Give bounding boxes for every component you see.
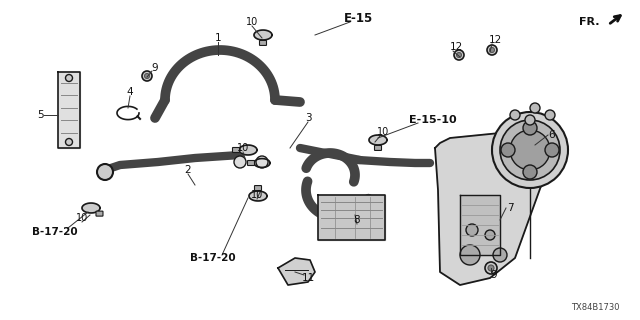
Text: 12: 12 [488,35,502,45]
Text: 2: 2 [185,165,191,175]
Text: 3: 3 [305,113,311,123]
Circle shape [500,120,560,180]
Circle shape [65,75,72,82]
Text: 9: 9 [152,63,158,73]
Circle shape [142,71,152,81]
Polygon shape [82,203,100,213]
FancyBboxPatch shape [259,40,266,45]
Text: 10: 10 [251,190,263,200]
Polygon shape [278,258,315,285]
Text: FR.: FR. [579,17,600,27]
Text: 11: 11 [301,273,315,283]
Circle shape [460,245,480,265]
Text: 6: 6 [548,130,556,140]
Text: B-17-20: B-17-20 [190,253,236,263]
Text: 12: 12 [449,42,463,52]
Circle shape [454,50,464,60]
Circle shape [488,265,494,271]
Text: 9: 9 [491,270,497,280]
Circle shape [466,224,478,236]
Circle shape [492,112,568,188]
Circle shape [525,115,535,125]
Circle shape [493,248,507,262]
Circle shape [65,139,72,146]
Circle shape [545,110,555,120]
Polygon shape [254,30,272,40]
Circle shape [485,230,495,240]
Text: TX84B1730: TX84B1730 [571,303,620,313]
Polygon shape [254,159,270,167]
Polygon shape [318,195,385,240]
Text: 10: 10 [237,143,249,153]
Text: 10: 10 [377,127,389,137]
Text: 10: 10 [76,213,88,223]
Circle shape [510,130,550,170]
Text: E-15: E-15 [344,12,372,25]
Circle shape [545,143,559,157]
Circle shape [523,121,537,135]
Polygon shape [239,145,257,155]
Circle shape [501,143,515,157]
Circle shape [487,45,497,55]
Text: 7: 7 [507,203,513,213]
Circle shape [456,52,461,58]
Circle shape [234,156,246,168]
Text: 8: 8 [354,215,360,225]
Circle shape [97,164,113,180]
Circle shape [256,156,268,168]
FancyBboxPatch shape [374,146,381,150]
Circle shape [510,110,520,120]
Text: 10: 10 [246,17,258,27]
Text: B-17-20: B-17-20 [32,227,78,237]
FancyBboxPatch shape [96,211,103,216]
Circle shape [490,47,495,52]
Polygon shape [460,195,500,255]
Polygon shape [435,132,550,285]
Text: 1: 1 [214,33,221,43]
Circle shape [530,103,540,113]
Polygon shape [58,72,80,148]
Polygon shape [369,135,387,145]
Text: E-15-10: E-15-10 [409,115,457,125]
FancyBboxPatch shape [255,186,262,190]
Circle shape [485,262,497,274]
FancyBboxPatch shape [232,148,239,153]
Polygon shape [249,191,267,201]
FancyBboxPatch shape [248,161,255,165]
Circle shape [523,165,537,179]
Text: 4: 4 [127,87,133,97]
Text: 5: 5 [36,110,44,120]
Circle shape [145,74,150,78]
